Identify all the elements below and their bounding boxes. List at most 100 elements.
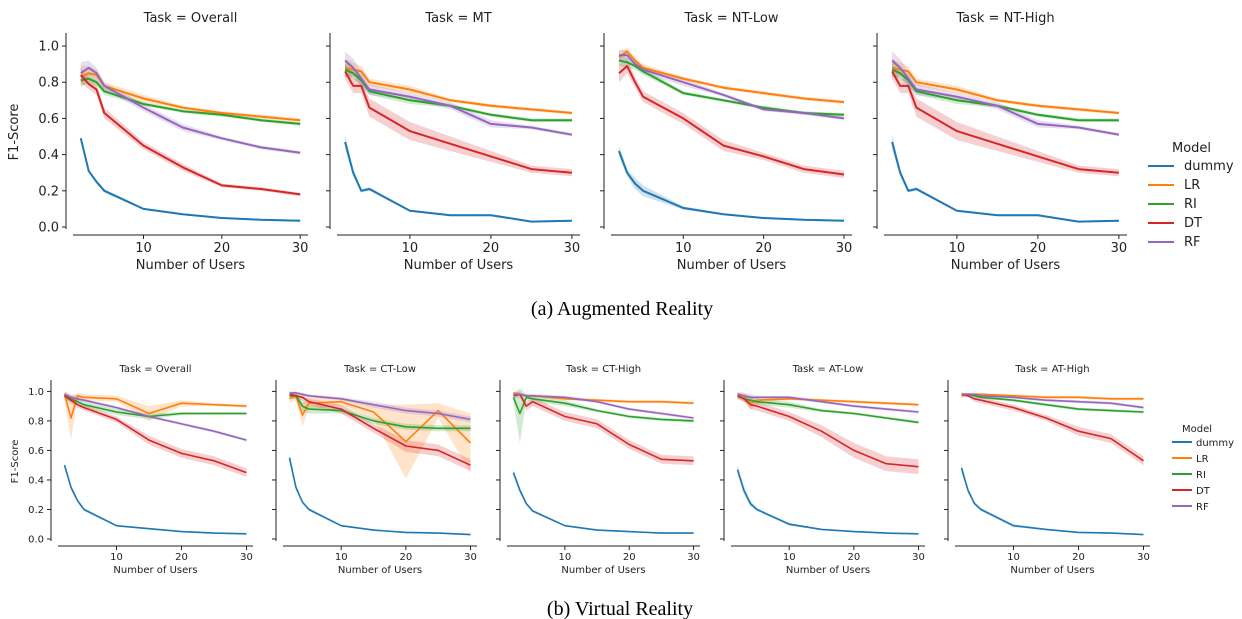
subplot-title: Task = CT-High <box>565 364 641 375</box>
x-tick-label: 30 <box>240 552 253 563</box>
series-band-rf <box>619 49 844 121</box>
x-axis-label: Number of Users <box>404 258 514 273</box>
y-axis-label: F1-Score <box>10 440 21 484</box>
x-tick-label: 10 <box>675 241 692 256</box>
series-line-dt <box>737 395 919 468</box>
y-tick-label: 0.8 <box>38 76 59 91</box>
y-tick-label: 0.4 <box>38 148 59 163</box>
subplot-a-0: Task = Overall 0.0 0.2 0.4 0.6 0.8 1.0 10 20 30 Nu… <box>7 11 308 273</box>
x-tick-label: 30 <box>912 552 925 563</box>
x-tick-label: 20 <box>1030 241 1047 256</box>
x-tick-label: 30 <box>836 241 853 256</box>
subplot-title: Task = AT-High <box>1014 364 1089 375</box>
subplot-title: Task = Overall <box>118 364 191 375</box>
series-line-dummy <box>891 141 1119 223</box>
series-line-rf <box>737 393 919 413</box>
x-tick-label: 20 <box>623 552 636 563</box>
x-tick-label: 20 <box>399 552 412 563</box>
series-line-dummy <box>618 150 845 222</box>
series-line-ri <box>80 77 301 125</box>
y-tick-label: 0.6 <box>28 446 44 457</box>
series-band-lr <box>80 66 301 122</box>
subplot-title: Task = NT-Low <box>684 11 779 26</box>
series-line-lr <box>80 72 301 122</box>
series-band-rf <box>513 392 694 420</box>
x-tick-label: 10 <box>335 552 348 563</box>
x-tick-label: 10 <box>110 552 123 563</box>
legend-a: Model dummy LR RI DT RF <box>1148 141 1234 250</box>
series-line-ri <box>64 395 247 418</box>
series-band-dummy <box>513 469 694 534</box>
y-tick-label: 0.6 <box>38 112 59 127</box>
legend-label-lr: LR <box>1196 454 1209 465</box>
x-tick-label: 30 <box>1111 241 1128 256</box>
x-tick-label: 10 <box>402 241 419 256</box>
series-line-lr <box>737 394 919 406</box>
x-axis-label: Number of Users <box>786 565 870 576</box>
y-tick-label: 0.0 <box>28 535 44 546</box>
x-axis-label: Number of Users <box>951 258 1061 273</box>
series-band-dummy <box>619 145 844 222</box>
series-line-rf <box>64 393 247 441</box>
x-tick-label: 20 <box>1072 552 1085 563</box>
series-line-dt <box>289 393 471 466</box>
legend-title: Model <box>1172 141 1211 156</box>
series-line-dummy <box>960 467 1144 536</box>
legend-label-dummy: dummy <box>1184 159 1234 174</box>
series-line-ri <box>737 395 919 424</box>
legend-label-ri: RI <box>1196 470 1206 481</box>
series-line-rf <box>619 54 845 120</box>
series-line-dummy <box>79 138 301 222</box>
series-line-dummy <box>736 469 919 535</box>
series-line-dt <box>891 70 1119 174</box>
subplot-b-4: Task = AT-High 10 20 30 Number of Users <box>944 364 1150 576</box>
subplot-a-1: Task = MT 10 20 30 Number of Users <box>326 11 580 273</box>
x-axis-label: Number of Users <box>113 565 197 576</box>
x-tick-label: 30 <box>564 241 581 256</box>
series-line-ri <box>289 394 471 430</box>
series-band-dummy <box>737 465 919 535</box>
series-line-ri <box>344 68 572 122</box>
series-line-lr <box>289 394 472 444</box>
x-tick-label: 10 <box>783 552 796 563</box>
series-line-dt <box>513 393 694 462</box>
x-tick-label: 10 <box>559 552 572 563</box>
series-band-ri <box>80 73 301 126</box>
series-line-lr <box>63 394 247 419</box>
subplot-a-3: Task = NT-High 10 20 30 Number of Users <box>873 11 1127 273</box>
series-band-ri <box>619 55 844 117</box>
x-axis-label: Number of Users <box>1010 565 1094 576</box>
series-line-rf <box>891 59 1120 136</box>
caption-a: (a) Augmented Reality <box>531 298 713 320</box>
y-tick-label: 0.0 <box>38 221 59 236</box>
subplot-b-2: Task = CT-High 10 20 30 Number of Users <box>496 364 700 576</box>
x-axis-label: Number of Users <box>338 565 422 576</box>
legend-label-lr: LR <box>1184 178 1200 193</box>
series-line-dt <box>80 74 301 196</box>
series-line-lr <box>618 50 845 104</box>
series-line-dummy <box>288 457 471 536</box>
y-tick-label: 1.0 <box>28 387 44 398</box>
legend-title: Model <box>1182 424 1212 435</box>
series-line-rf <box>289 392 471 421</box>
series-line-dt <box>961 393 1144 462</box>
x-tick-label: 20 <box>214 241 231 256</box>
y-tick-label: 1.0 <box>38 40 59 55</box>
series-band-lr <box>289 391 471 479</box>
legend-label-dt: DT <box>1184 216 1202 231</box>
x-tick-label: 20 <box>755 241 772 256</box>
subplot-title: Task = MT <box>424 11 491 26</box>
series-band-dummy <box>961 463 1144 536</box>
series-band-dt <box>64 392 247 477</box>
y-tick-label: 0.2 <box>28 505 44 516</box>
series-line-rf <box>344 59 573 136</box>
legend-label-rf: RF <box>1184 235 1201 250</box>
legend-label-rf: RF <box>1196 502 1209 513</box>
series-line-dummy <box>512 472 694 534</box>
series-line-rf <box>80 66 301 154</box>
series-band-dt <box>737 392 919 474</box>
subplot-b-1: Task = CT-Low 10 20 30 Number of Users <box>272 364 477 576</box>
x-tick-label: 20 <box>847 552 860 563</box>
y-tick-label: 0.2 <box>38 184 59 199</box>
